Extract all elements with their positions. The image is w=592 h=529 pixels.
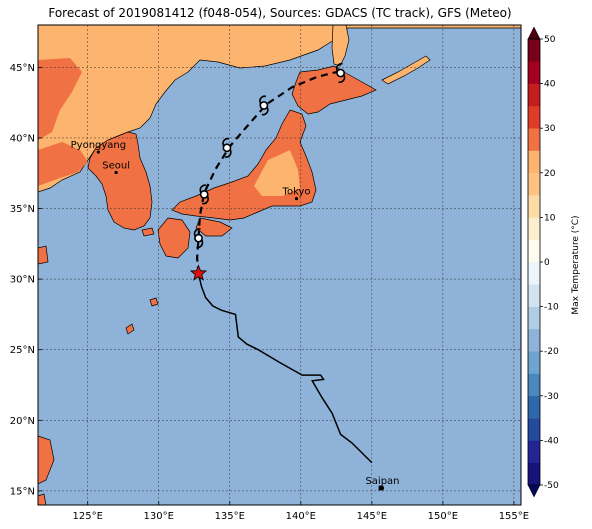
city-label: Pyongyang (71, 140, 126, 151)
lat-tick-label: 30°N (10, 275, 35, 286)
land-jeju (141, 227, 155, 237)
colorbar-tick-label: -10 (544, 303, 559, 313)
lat-tick-label: 25°N (10, 345, 35, 356)
colorbar-bin (528, 61, 540, 84)
colorbar-bin (528, 395, 540, 419)
colorbar-tick-label: -20 (544, 347, 559, 357)
lon-tick-label: 135°E (215, 511, 245, 522)
colorbar-bin (528, 284, 540, 307)
lat-tick-label: 35°N (10, 204, 35, 215)
colorbar-tick-label: -40 (544, 436, 559, 446)
colorbar-tick-label: 30 (544, 124, 556, 134)
colorbar-extend-low (527, 484, 541, 498)
lon-tick-label: 140°E (286, 511, 316, 522)
typhoon-symbol-icon (335, 63, 346, 83)
typhoon-symbol-icon (259, 95, 269, 116)
typhoon-eye (336, 68, 345, 78)
land-korea (87, 131, 153, 231)
lat-tick-label: 45°N (10, 63, 35, 74)
land-luzon-edge-2 (38, 493, 47, 505)
colorbar: -50 -40 -30 -20 -10 0 10 20 30 40 50 Max Temperatu… (527, 26, 581, 498)
colorbar-bin (528, 328, 540, 352)
lon-tick-label: 130°E (144, 511, 174, 522)
colorbar-bin (528, 83, 540, 107)
lat-tick-label: 15°N (10, 486, 35, 497)
colorbar-bin (528, 128, 540, 151)
typhoon-symbol-icon (193, 228, 204, 249)
typhoon-eye (199, 190, 209, 199)
colorbar-label: Max Temperature (°C) (571, 215, 581, 314)
typhoon-eye (194, 233, 203, 243)
colorbar-bin (528, 172, 540, 196)
colorbar-bin (528, 217, 540, 240)
lon-tick-label: 145°E (357, 511, 387, 522)
lon-tick-label: 125°E (73, 511, 103, 522)
colorbar-tick-label: 50 (544, 35, 556, 45)
land-asia-warm-patch-2 (38, 142, 88, 186)
colorbar-bin (528, 306, 540, 330)
colorbar-tick-label: 20 (544, 169, 556, 179)
grid-lines (38, 25, 521, 505)
colorbar-tick-label: 40 (544, 80, 556, 90)
land-honshu-inner (254, 150, 300, 196)
colorbar-bin (528, 418, 540, 441)
past-track-line (197, 273, 373, 464)
colorbar-bin (528, 105, 540, 129)
land-shikoku (195, 217, 233, 237)
land-sakhalin (331, 25, 350, 67)
colorbar-bin (528, 150, 540, 174)
map-title: Forecast of 2019081412 (f048-054), Sourc… (48, 6, 512, 20)
land-luzon-edge (38, 435, 55, 485)
city-marker (294, 197, 299, 201)
current-position-star-icon (189, 264, 208, 281)
colorbar-bins (527, 26, 541, 498)
land-okinawa (125, 323, 135, 335)
colorbar-bin (528, 262, 540, 285)
land-asia-warm-patch (38, 58, 82, 140)
axis-ticks: 125°E 130°E 135°E 140°E 145°E 150°E 155°E 15°N 2… (10, 63, 529, 522)
typhoon-eye (259, 101, 269, 110)
colorbar-extend-high (527, 26, 541, 40)
colorbar-bin (528, 440, 540, 463)
colorbar-bin (528, 373, 540, 397)
colorbar-bin (528, 39, 540, 62)
map-frame (37, 24, 522, 506)
lat-tick-label: 40°N (10, 133, 35, 144)
city-marker (96, 150, 100, 154)
typhoon-eye (222, 143, 232, 153)
land-kurils (381, 55, 431, 85)
colorbar-bin (528, 195, 540, 218)
colorbar-bin (528, 351, 540, 374)
lon-tick-label: 155°E (499, 511, 529, 522)
lon-tick-label: 150°E (428, 511, 458, 522)
city-label: Tokyo (282, 187, 311, 198)
city-label: Saipan (365, 476, 399, 487)
typhoon-symbol-icon (222, 137, 232, 158)
city-layer: Pyongyang Seoul Tokyo Saipan (71, 140, 400, 490)
map-panel: Pyongyang Seoul Tokyo Saipan (37, 24, 522, 506)
colorbar-tick-label: -30 (544, 392, 559, 402)
colorbar-tick-label: -50 (544, 481, 559, 491)
colorbar-bin (528, 239, 540, 263)
land-taiwan-edge (38, 245, 49, 265)
land-ryukyu (149, 297, 159, 307)
colorbar-bin (528, 462, 540, 486)
colorbar-tick-label: 10 (544, 213, 556, 223)
lat-tick-label: 20°N (10, 416, 35, 427)
city-label: Seoul (102, 161, 130, 172)
city-marker (380, 486, 385, 490)
colorbar-ticks: -50 -40 -30 -20 -10 0 10 20 30 40 50 (540, 35, 559, 491)
city-marker (114, 170, 118, 175)
cyclone-track (189, 63, 373, 464)
typhoon-symbol-icon (199, 184, 209, 205)
colorbar-tick-label: 0 (544, 258, 550, 268)
